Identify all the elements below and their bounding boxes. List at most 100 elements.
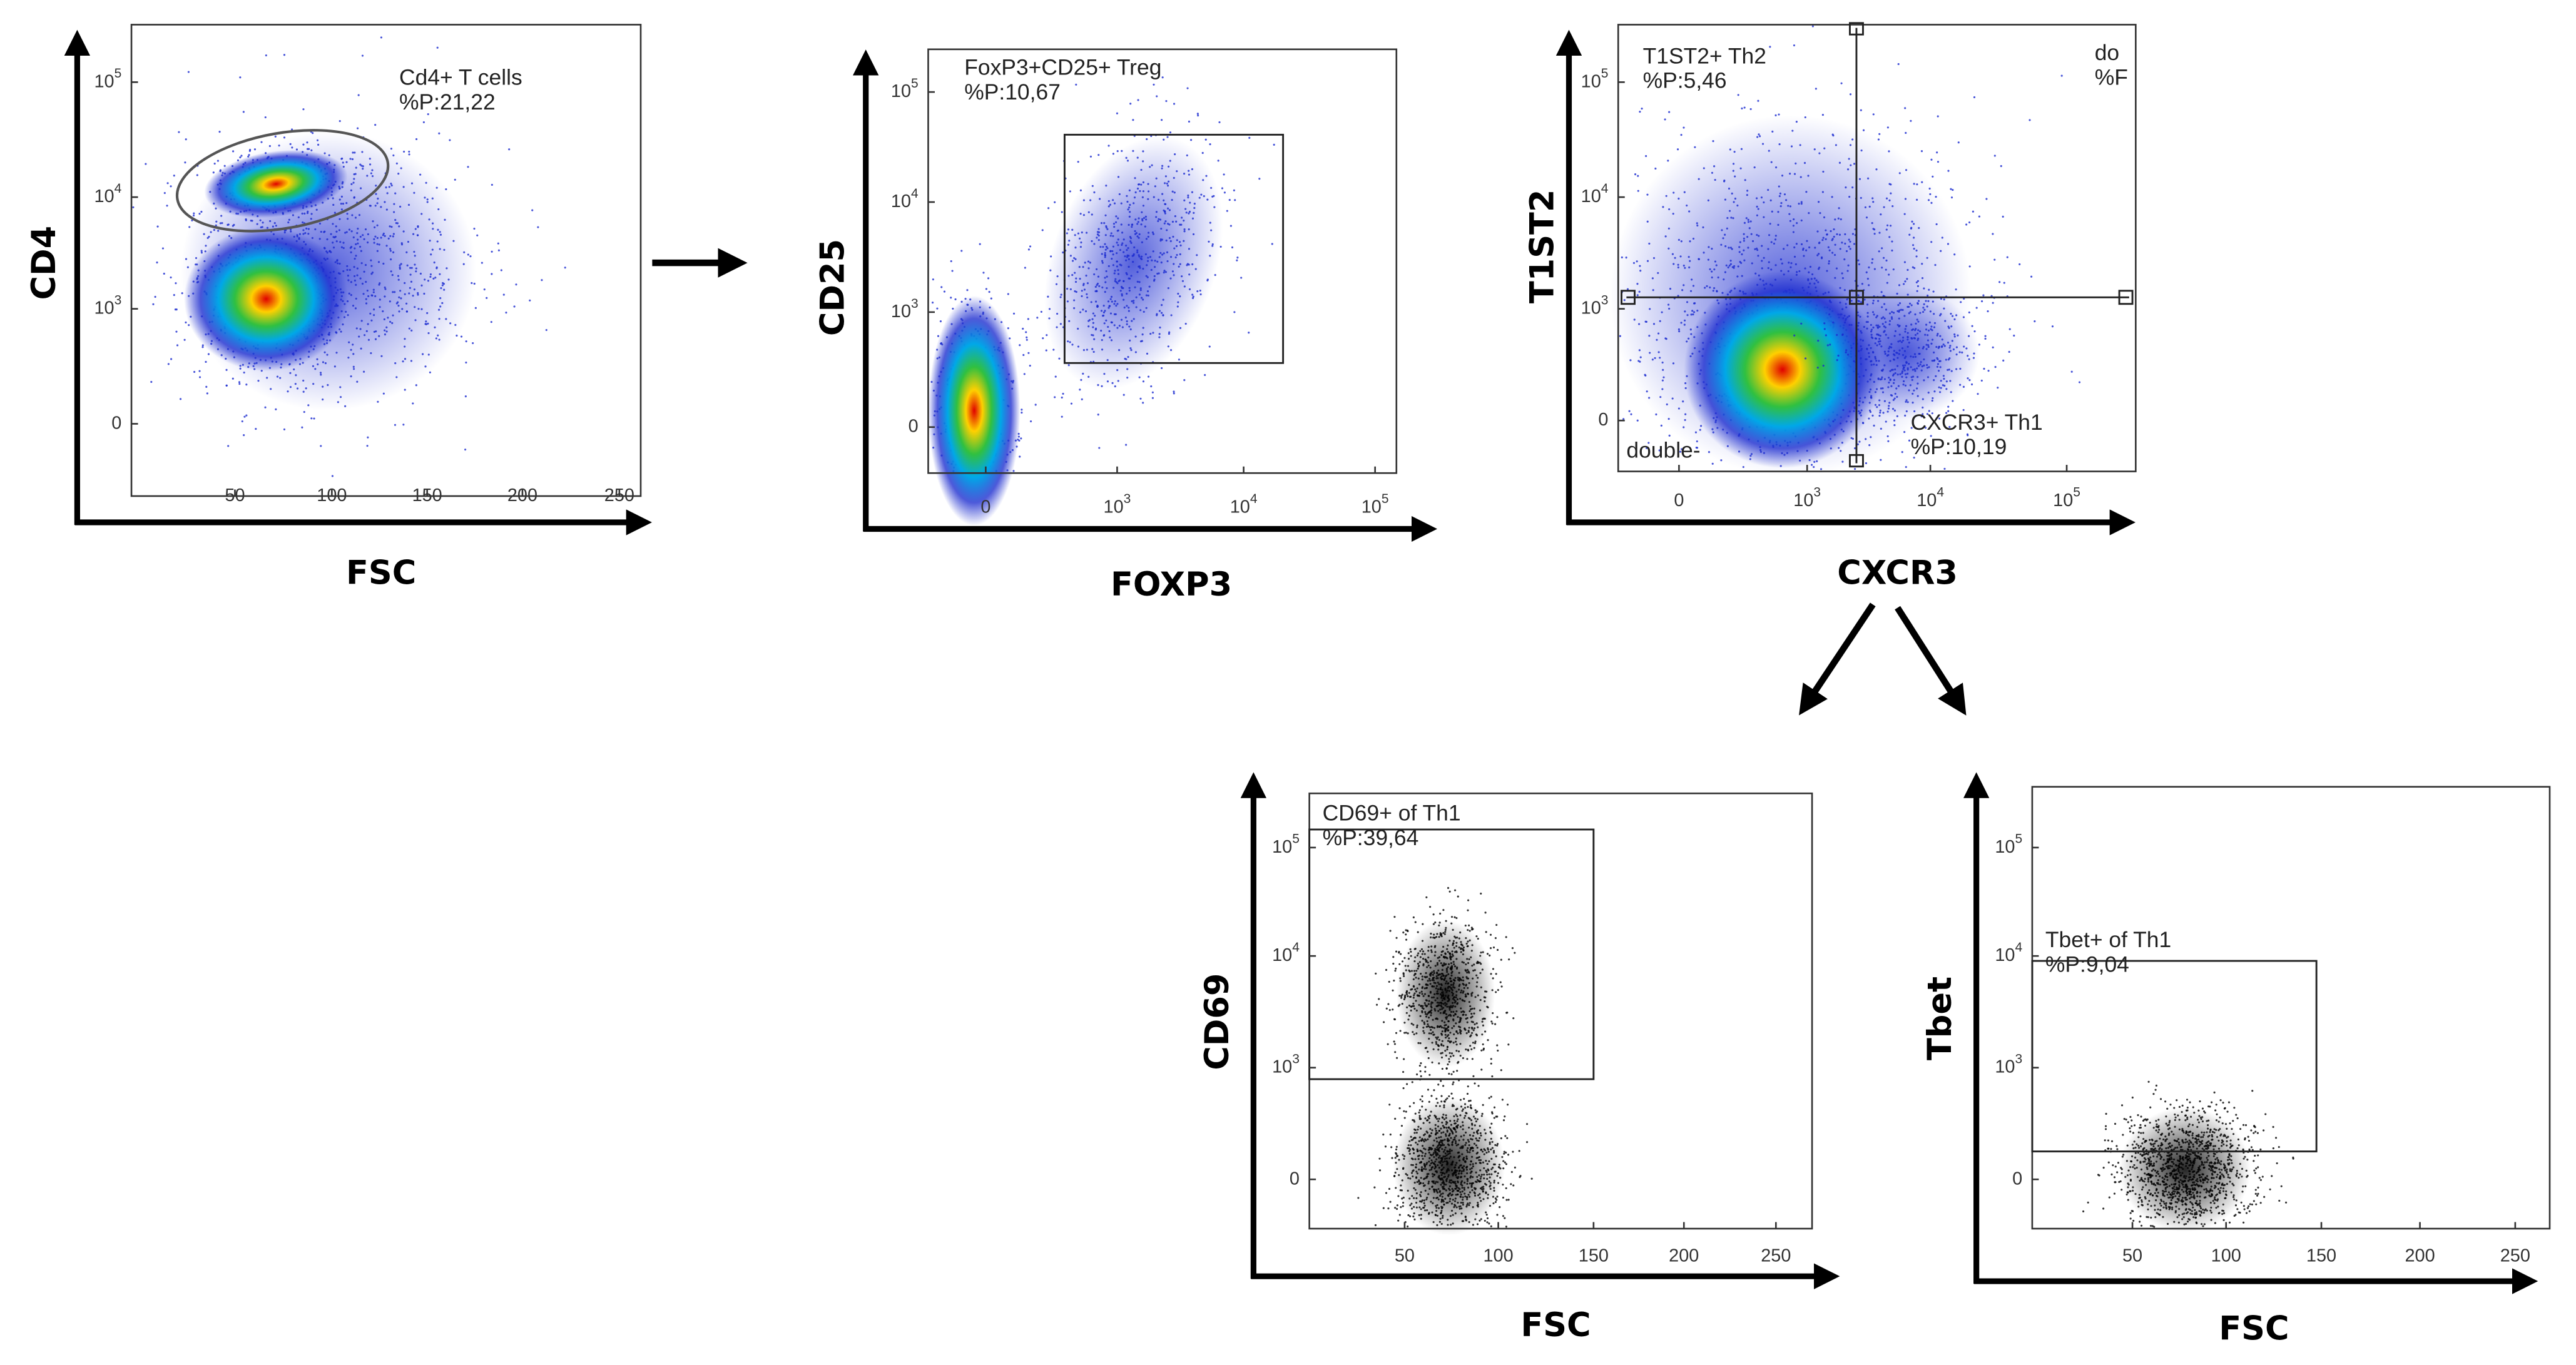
event-dot [1936,151,1938,154]
density-blob [928,295,1021,526]
tick-base: 250 [604,485,634,505]
event-dot [233,223,235,226]
event-dot [183,338,186,341]
event-dot [1495,923,1498,926]
event-dot [1077,161,1079,163]
event-dot [497,249,500,251]
event-dot [163,272,165,275]
event-dot [1489,933,1492,936]
event-dot [1973,96,1976,99]
event-dot [323,152,326,155]
event-dot [1805,357,1807,360]
event-dot [1654,167,1657,170]
event-dot [1490,1058,1492,1060]
event-dot [1743,106,1746,109]
event-dot [1034,403,1037,406]
event-dot [196,174,198,176]
event-dot [274,135,277,138]
event-dot [537,226,539,228]
event-dot [1677,407,1680,410]
tick-base: 0 [1598,410,1608,430]
event-dot [1983,367,1985,370]
event-dot [1129,103,1132,105]
event-dot [1150,385,1153,388]
event-dot [332,203,335,206]
tick-label: 105 [2053,485,2080,510]
event-dot [351,158,354,161]
tick-base: 10 [891,81,911,101]
event-dot [1233,189,1235,191]
event-dot [1125,444,1128,446]
event-dot [1228,199,1231,201]
event-dot [225,384,228,387]
event-cloud [132,36,566,477]
event-dot [1023,373,1026,375]
event-dot [264,406,267,408]
event-dot [943,290,946,293]
event-dot [173,175,175,177]
event-dot [1226,210,1228,212]
tick-sup: 4 [1937,485,1944,499]
event-dot [1046,334,1048,337]
event-dot [515,283,517,286]
event-dot [1952,188,1954,191]
tick-sup: 5 [911,76,919,91]
event-dot [1420,1075,1422,1077]
event-dot [1248,136,1251,139]
event-dot [1994,366,1997,368]
event-dot [349,158,352,160]
event-dot [1683,126,1685,129]
event-dot [1628,410,1631,412]
event-dot [1081,398,1083,400]
event-dot [1201,151,1204,155]
event-dot [213,229,215,231]
event-dot [310,149,313,151]
event-dot [1778,113,1780,116]
event-dot [1829,343,1831,346]
event-dot [1273,143,1275,146]
event-dot [1667,160,1669,162]
event-dot [1998,281,2001,283]
event-dot [940,286,943,288]
event-dot [283,54,286,56]
event-dot [1980,300,1983,303]
event-dot [491,273,493,275]
event-dot [505,312,507,314]
event-cloud [928,76,1275,526]
event-dot [1107,145,1110,147]
event-dot [481,261,483,264]
gate-label: double- [1626,437,1700,462]
event-dot [1684,310,1686,313]
event-dot [279,377,282,379]
event-dot [333,236,336,239]
event-dot [170,358,173,360]
event-dot [1897,63,1900,66]
event-dot [990,297,992,300]
event-dot [408,150,410,153]
event-dot [161,247,165,250]
event-dot [1079,388,1081,391]
event-dot [150,380,153,383]
event-dot [253,148,257,151]
event-dot [2008,328,2011,330]
event-dot [1873,424,1875,427]
event-dot [308,148,310,150]
event-dot [357,127,359,129]
event-dot [951,270,954,272]
event-dot [1823,322,1826,325]
event-dot [1977,393,1979,395]
gate-label: %P:5,46 [1643,68,1727,93]
event-dot [1012,312,1016,315]
event-dot [1800,322,1803,325]
event-dot [1950,188,1952,190]
tick-label: 104 [891,186,919,211]
event-dot [1183,379,1186,382]
event-dot [1042,337,1044,340]
event-dot [369,163,372,166]
tick-label: 103 [94,293,121,318]
event-dot [474,307,477,309]
tick-label: 0 [909,416,919,436]
event-dot [1975,307,1978,309]
